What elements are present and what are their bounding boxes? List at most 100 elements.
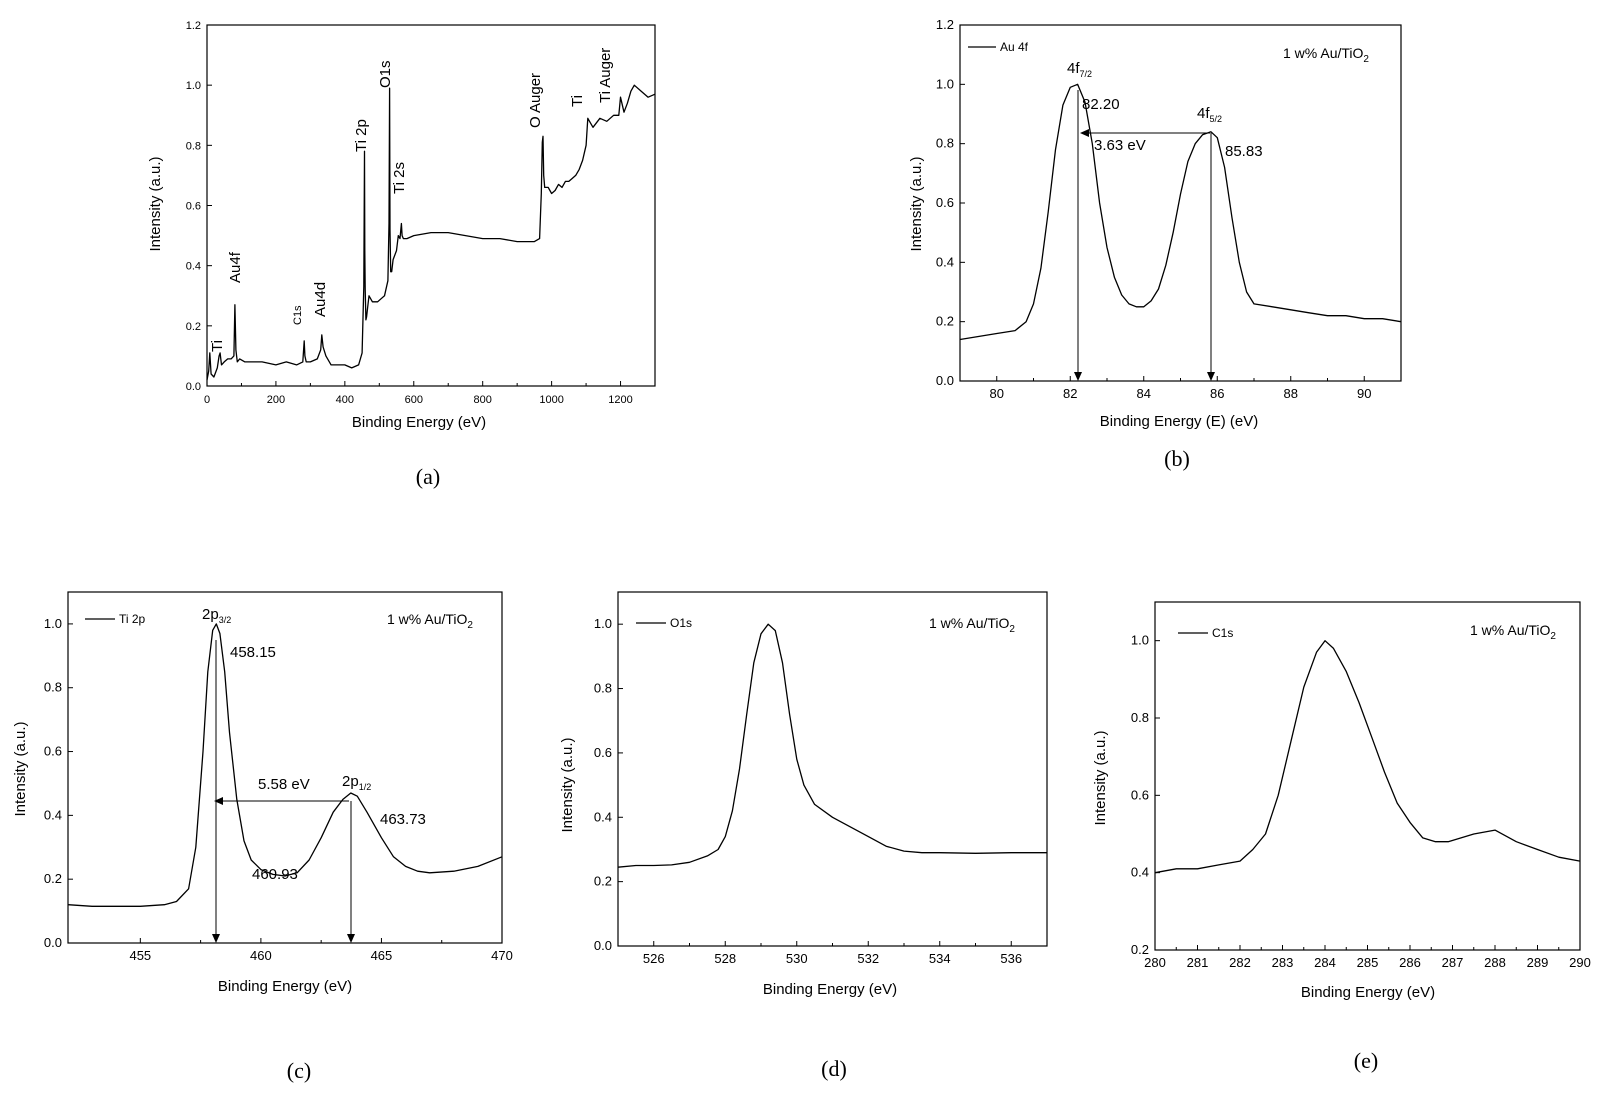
x-tick-label: 285 <box>1357 955 1379 970</box>
y-tick-label: 1.2 <box>936 17 954 32</box>
x-axis-title: Binding Energy (eV) <box>1301 984 1435 1001</box>
y-tick-label: 0.4 <box>186 261 201 273</box>
spacing-label: 3.63 eV <box>1094 137 1146 154</box>
x-tick-label: 400 <box>336 394 354 406</box>
peak-marker-4f72-arrowhead <box>1074 372 1082 381</box>
y-tick-label: 0.0 <box>936 373 954 388</box>
spacing-label: 5.58 eV <box>258 776 310 793</box>
y-tick-label: 0.8 <box>44 680 62 695</box>
x-tick-label: 600 <box>405 394 423 406</box>
y-tick-label: 1.0 <box>1131 633 1149 648</box>
y-axis-title: Intensity (a.u.) <box>559 737 576 832</box>
x-tick-label: 534 <box>929 951 951 966</box>
spectrum-line <box>206 84 656 381</box>
x-tick-label: 528 <box>714 951 736 966</box>
peak-label-2p32: 2p3/2 <box>202 606 231 625</box>
x-axis-title: Binding Energy (eV) <box>763 981 897 998</box>
y-tick-label: 0.4 <box>594 809 612 824</box>
legend-label: Au 4f <box>1000 40 1029 54</box>
plot-area-frame <box>1154 601 1581 951</box>
spectrum-line <box>959 83 1402 341</box>
peak-value-82-20: 82.20 <box>1082 96 1120 113</box>
peak-annotation-au4f: Au4f <box>227 251 244 283</box>
x-tick-label: 90 <box>1357 386 1371 401</box>
y-tick-label: 1.0 <box>44 616 62 631</box>
sample-label: 1 w% Au/TiO2 <box>387 611 473 631</box>
x-tick-label: 287 <box>1442 955 1464 970</box>
peak-label-2p12: 2p1/2 <box>342 773 371 792</box>
y-tick-label: 0.6 <box>44 744 62 759</box>
y-tick-label: 0.2 <box>594 874 612 889</box>
peak-annotation-o-auger: O Auger <box>527 73 544 128</box>
peak-value-458-15: 458.15 <box>230 644 276 661</box>
y-tick-label: 0.8 <box>594 681 612 696</box>
legend-label: C1s <box>1212 626 1233 640</box>
x-tick-label: 460 <box>250 948 272 963</box>
y-tick-label: 1.0 <box>594 616 612 631</box>
x-tick-label: 289 <box>1527 955 1549 970</box>
panel-d-o1s-spectrum: 526 528 530 532 534 536 0.0 0.2 0.4 0.6 0.8 1.0 O1s… <box>559 591 1048 1081</box>
y-tick-label: 0.2 <box>1131 942 1149 957</box>
x-tick-label: 284 <box>1314 955 1336 970</box>
peak-annotation-ti-auger: Ti Auger <box>597 48 614 103</box>
x-tick-label: 80 <box>990 386 1004 401</box>
x-tick-label: 280 <box>1144 955 1166 970</box>
spectrum-line <box>1154 640 1581 874</box>
y-axis-title: Intensity (a.u.) <box>147 156 164 251</box>
peak-marker-2p32-arrowhead <box>212 934 220 943</box>
peak-annotation-o1s: O1s <box>377 60 394 88</box>
sample-label: 1 w% Au/TiO2 <box>1283 45 1369 65</box>
legend-label: Ti 2p <box>119 612 146 626</box>
x-axis-title: Binding Energy (E) (eV) <box>1100 413 1258 430</box>
x-tick-label: 526 <box>643 951 665 966</box>
panel-a-survey-spectrum: 0 200 400 600 800 1000 1200 0.0 0.2 0.4 0.6 0.8 1.0 1… <box>147 20 656 489</box>
y-tick-label: 0.4 <box>936 254 954 269</box>
x-tick-label: 283 <box>1272 955 1294 970</box>
plot-area-frame <box>959 24 1402 382</box>
y-tick-label: 0.4 <box>44 807 62 822</box>
spectrum-line <box>67 623 503 907</box>
y-tick-label: 0.0 <box>44 935 62 950</box>
panel-label-d: (d) <box>821 1056 847 1081</box>
x-tick-label: 88 <box>1284 386 1298 401</box>
y-tick-label: 0.2 <box>44 871 62 886</box>
peak-annotation-au4d: Au4d <box>312 282 329 317</box>
y-tick-label: 0.8 <box>936 136 954 151</box>
y-tick-label: 1.2 <box>186 20 201 32</box>
panel-c-ti2p-spectrum: 455 460 465 470 0.0 0.2 0.4 0.6 0.8 1.0 Ti 2p 1 w… <box>12 591 513 1083</box>
x-tick-label: 281 <box>1187 955 1209 970</box>
y-axis-title: Intensity (a.u.) <box>1092 730 1109 825</box>
peak-value-463-73: 463.73 <box>380 811 426 828</box>
x-tick-label: 800 <box>474 394 492 406</box>
x-tick-label: 82 <box>1063 386 1077 401</box>
peak-annotation-ti2s: Ti 2s <box>391 162 408 194</box>
panel-e-c1s-spectrum: 280 281 282 283 284 285 286 287 288 289 290 0.2 0.4 0… <box>1092 601 1591 1073</box>
y-tick-label: 0.4 <box>1131 865 1149 880</box>
spacing-arrowhead <box>1080 129 1089 137</box>
x-tick-label: 530 <box>786 951 808 966</box>
y-tick-label: 1.0 <box>936 76 954 91</box>
x-tick-label: 286 <box>1399 955 1421 970</box>
peak-annotation-ti: Ti <box>209 340 226 352</box>
y-tick-label: 0.2 <box>186 321 201 333</box>
y-tick-label: 0.2 <box>936 314 954 329</box>
x-tick-label: 532 <box>857 951 879 966</box>
x-tick-label: 0 <box>204 394 210 406</box>
y-tick-label: 0.8 <box>1131 710 1149 725</box>
x-axis-title: Binding Energy (eV) <box>218 978 352 995</box>
x-tick-label: 465 <box>371 948 393 963</box>
y-tick-label: 0.0 <box>186 381 201 393</box>
x-tick-label: 1200 <box>608 394 632 406</box>
sample-label: 1 w% Au/TiO2 <box>1470 622 1556 642</box>
x-tick-label: 1000 <box>539 394 563 406</box>
legend-label: O1s <box>670 616 692 630</box>
plot-area-frame <box>617 591 1048 947</box>
peak-annotation-c1s: C1s <box>292 305 304 325</box>
panel-label-e: (e) <box>1354 1048 1378 1073</box>
y-axis-title: Intensity (a.u.) <box>12 721 29 816</box>
peak-label-4f52: 4f5/2 <box>1197 105 1222 124</box>
y-tick-label: 1.0 <box>186 80 201 92</box>
peak-marker-2p12-arrowhead <box>347 934 355 943</box>
y-tick-label: 0.6 <box>936 195 954 210</box>
